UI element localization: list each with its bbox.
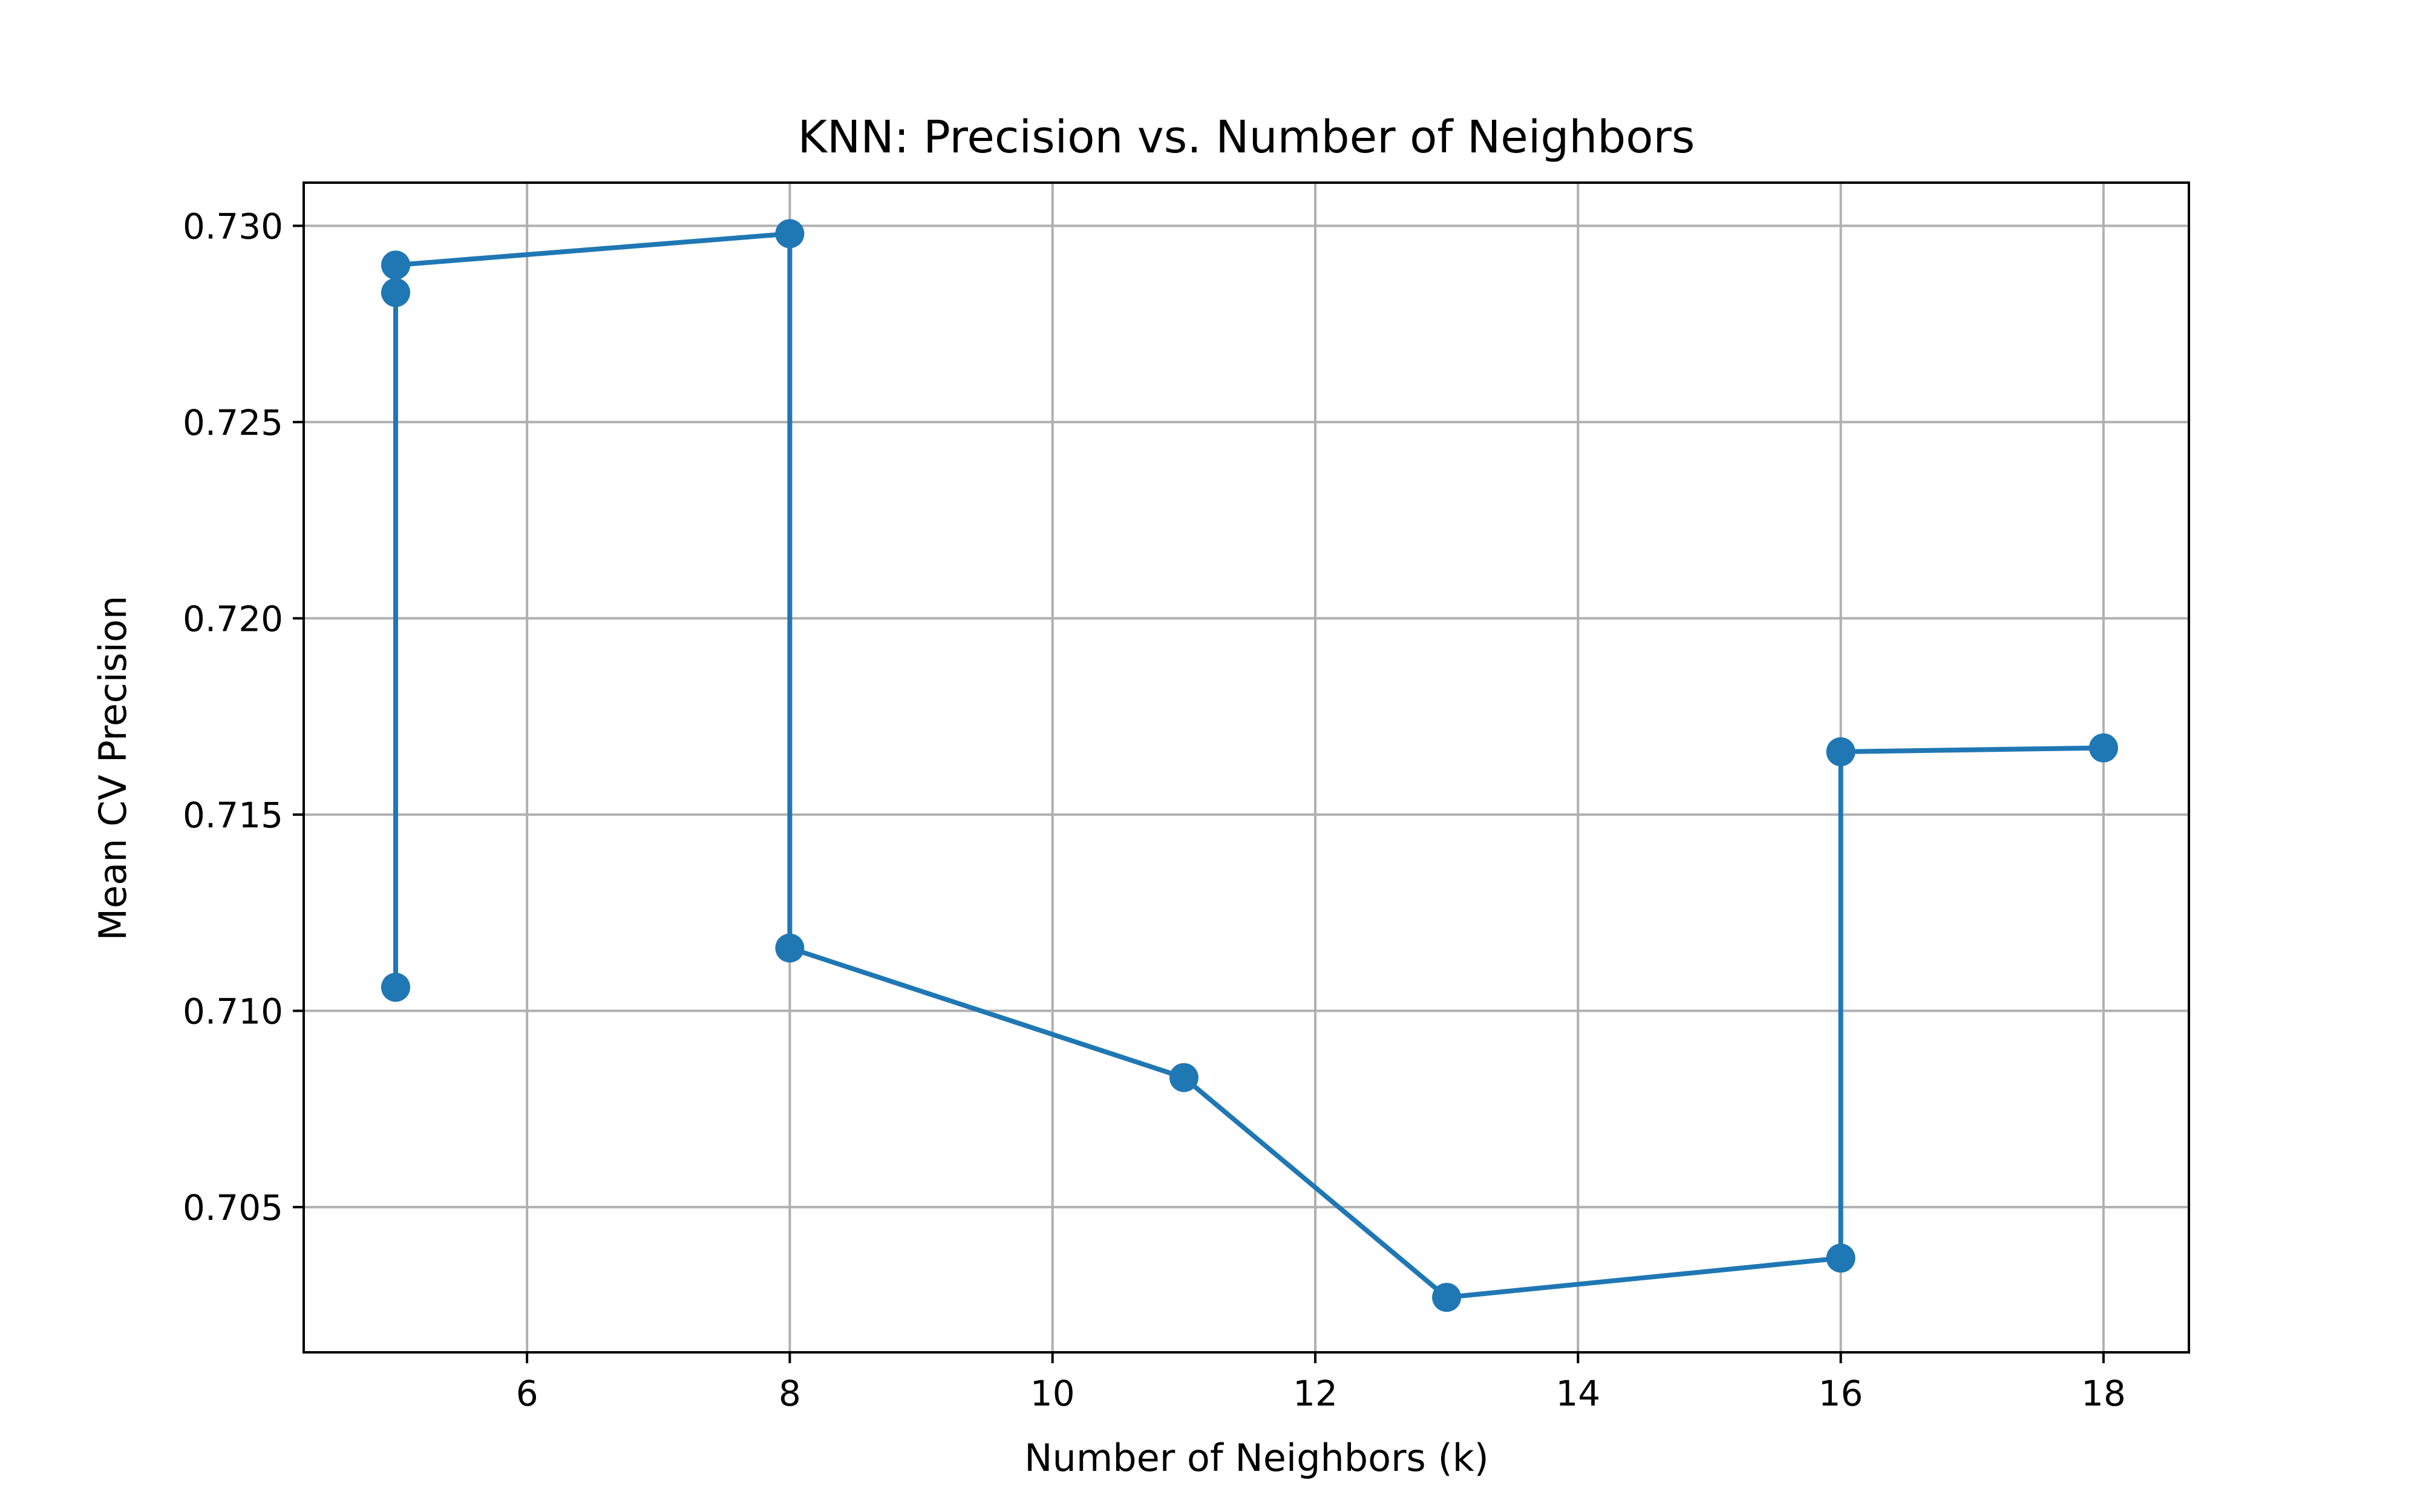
plot-frame	[302, 181, 2190, 1354]
x-tick-label: 14	[1555, 1373, 1600, 1414]
data-point	[1432, 1283, 1462, 1312]
data-point	[1826, 737, 1856, 766]
y-tick-label: 0.730	[183, 206, 283, 247]
x-tick-label: 16	[1819, 1373, 1863, 1414]
data-point	[381, 973, 410, 1002]
y-tick-label: 0.725	[183, 402, 283, 443]
y-tick-label: 0.710	[183, 991, 283, 1032]
y-grid-lines	[304, 224, 2189, 1208]
data-point	[1169, 1063, 1199, 1092]
y-tick-label: 0.720	[183, 598, 283, 639]
x-tick-label: 8	[779, 1373, 801, 1414]
x-tick-label: 12	[1293, 1373, 1338, 1414]
chart-title: KNN: Precision vs. Number of Neighbors	[798, 111, 1695, 163]
x-axis-label: Number of Neighbors (k)	[1024, 1436, 1489, 1480]
series-layer	[381, 219, 2118, 1312]
x-tick-label: 10	[1030, 1373, 1075, 1414]
x-tick-label: 18	[2081, 1373, 2126, 1414]
y-axis-label: Mean CV Precision	[91, 596, 135, 941]
data-point	[381, 278, 410, 307]
data-point	[1826, 1243, 1856, 1273]
y-tick-label: 0.715	[183, 795, 283, 836]
y-tick-label: 0.705	[183, 1187, 283, 1228]
y-axis-ticks: 0.705 0.710 0.715 0.720 0.725 0.730	[183, 206, 304, 1228]
x-axis-ticks: 6 8 10 12 14 16 18	[516, 1352, 2126, 1414]
data-point	[775, 219, 805, 249]
data-point	[775, 933, 805, 963]
data-point	[2088, 733, 2118, 763]
data-point	[381, 250, 410, 280]
x-tick-label: 6	[516, 1373, 538, 1414]
